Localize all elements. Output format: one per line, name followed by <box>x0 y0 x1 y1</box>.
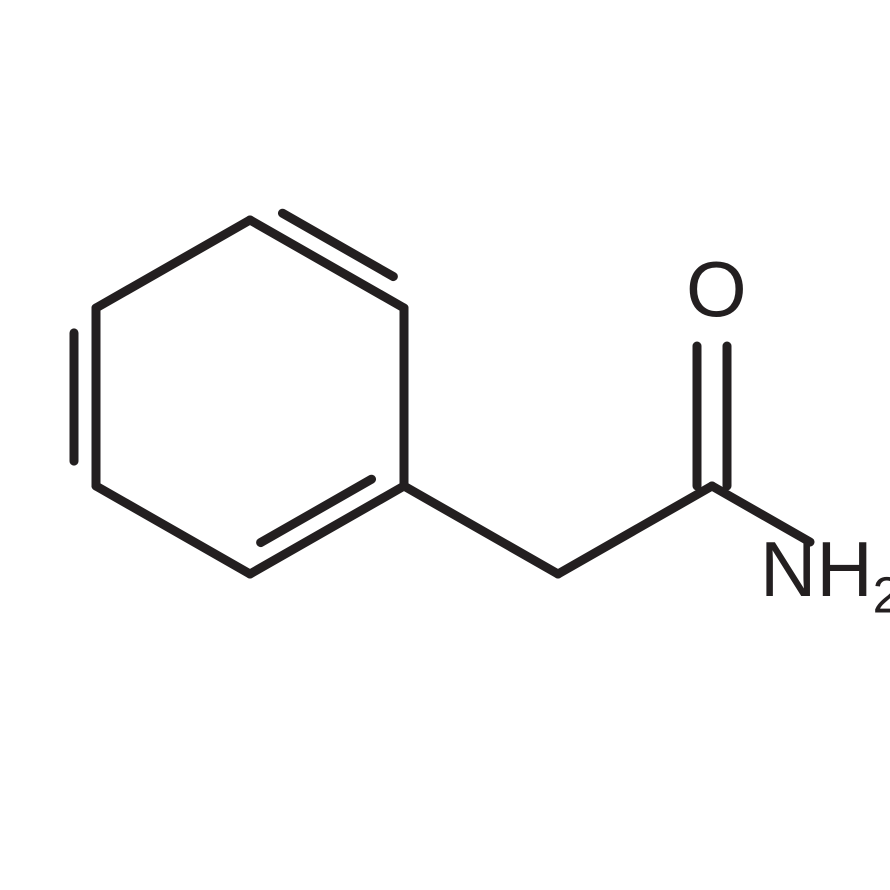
bond-layer <box>0 0 890 890</box>
nitrogen-sub: 2 <box>873 567 890 624</box>
nitrogen-label: NH2 <box>760 530 890 608</box>
oxygen-label: O <box>686 250 747 328</box>
molecule-canvas: O NH2 <box>0 0 890 890</box>
nitrogen-main: NH <box>760 525 873 613</box>
